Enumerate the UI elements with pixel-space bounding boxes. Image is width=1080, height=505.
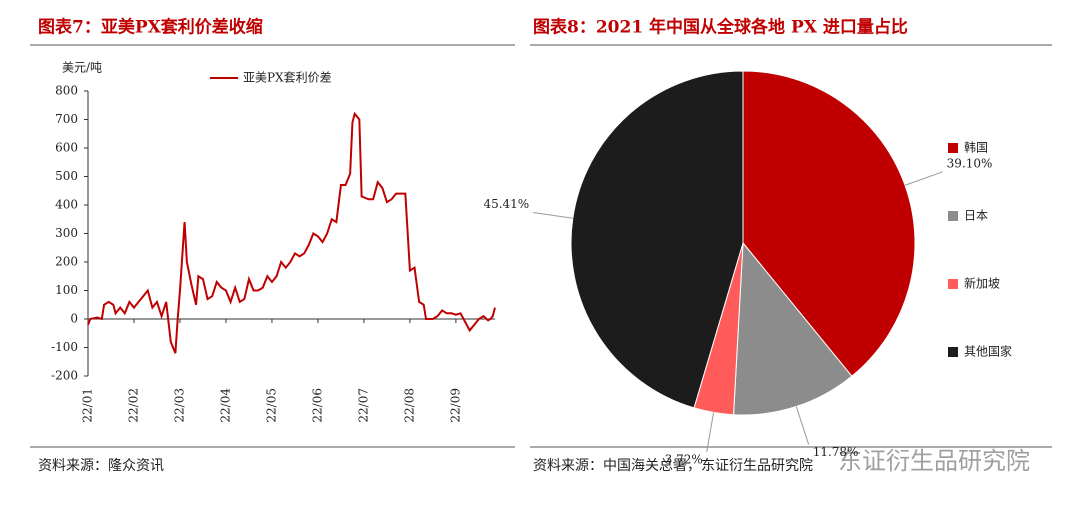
legend-swatch — [948, 347, 958, 357]
data-label: 45.41% — [483, 197, 529, 211]
y-tick-label: 600 — [55, 141, 78, 155]
leader-line — [706, 412, 715, 452]
y-tick-label: -100 — [51, 340, 78, 354]
legend-label: 亚美PX套利价差 — [243, 71, 332, 85]
y-tick-label: 500 — [55, 169, 78, 183]
pie-slice — [570, 70, 744, 409]
chart-title: 图表7：亚美PX套利价差收缩 — [38, 17, 263, 38]
data-label: 3.72% — [665, 452, 703, 466]
legend-label: 日本 — [964, 209, 988, 223]
data-label: 11.78% — [813, 445, 859, 459]
leader-line — [904, 171, 943, 186]
x-tick-label: 22/01 — [81, 388, 95, 423]
legend-label: 其他国家 — [964, 344, 1012, 359]
y-tick-label: 700 — [55, 112, 78, 126]
watermark: 东证衍生品研究院 — [838, 447, 1030, 475]
leader-line — [795, 406, 810, 445]
legend-label: 韩国 — [964, 140, 988, 155]
x-tick-label: 22/02 — [126, 388, 140, 423]
y-tick-label: 0 — [70, 312, 78, 326]
x-tick-label: 22/06 — [310, 388, 324, 423]
y-tick-label: 100 — [55, 283, 78, 297]
pie-slice — [742, 70, 916, 377]
x-tick-label: 22/08 — [402, 388, 416, 423]
y-tick-label: 400 — [55, 198, 78, 212]
source: 资料来源：中国海关总署，东证衍生品研究院 — [533, 458, 813, 474]
y-tick-label: -200 — [51, 369, 78, 383]
y-axis-label: 美元/吨 — [62, 61, 102, 75]
line — [87, 111, 496, 354]
y-tick-label: 200 — [55, 255, 78, 269]
x-tick-label: 22/09 — [448, 388, 462, 423]
leader-line — [533, 212, 573, 219]
legend-swatch — [948, 279, 958, 289]
legend-swatch — [948, 211, 958, 221]
source: 资料来源：隆众资讯 — [38, 458, 164, 474]
x-tick-label: 22/07 — [356, 388, 370, 423]
x-tick-label: 22/05 — [264, 388, 278, 423]
data-label: 39.10% — [947, 156, 993, 170]
x-tick-label: 22/04 — [218, 388, 232, 423]
chart-title: 图表8：2021 年中国从全球各地 PX 进口量占比 — [533, 17, 908, 38]
legend-swatch — [948, 143, 958, 153]
y-tick-label: 800 — [55, 84, 78, 98]
x-tick-label: 22/03 — [172, 388, 186, 423]
legend-label: 新加坡 — [964, 276, 1000, 291]
y-tick-label: 300 — [55, 226, 78, 240]
